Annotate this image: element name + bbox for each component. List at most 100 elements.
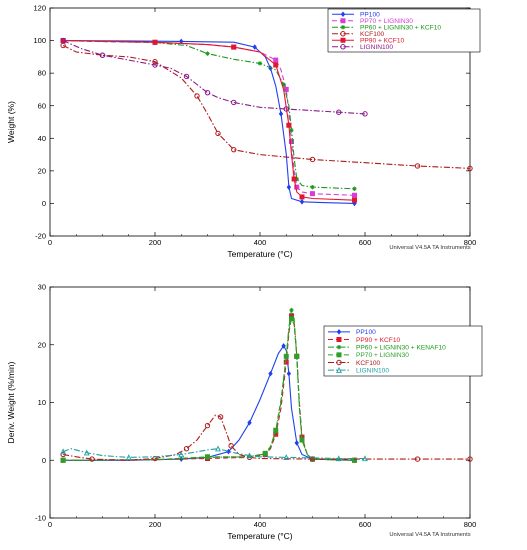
- data-point: [309, 156, 316, 163]
- data-point: [294, 176, 299, 182]
- y-tick-label: 0: [42, 199, 46, 208]
- data-point: [60, 451, 66, 458]
- data-point: [283, 353, 289, 359]
- legend-label: LIGNIN100: [360, 44, 393, 51]
- y-tick-label: 100: [33, 36, 46, 45]
- y-axis-label: Weight (%): [6, 101, 16, 143]
- data-point: [268, 370, 273, 377]
- legend-label: KCF100: [360, 31, 385, 38]
- x-tick-label: 400: [254, 238, 267, 247]
- data-point: [286, 370, 292, 377]
- data-point: [152, 59, 158, 65]
- data-point: [252, 44, 257, 50]
- data-point: [215, 445, 221, 452]
- y-tick-label: 20: [38, 340, 46, 349]
- x-tick-label: 800: [464, 238, 477, 247]
- data-point: [281, 82, 286, 87]
- legend-label: LIGNIN100: [356, 367, 389, 374]
- data-point: [99, 52, 106, 58]
- y-tick-label: 80: [38, 69, 46, 78]
- data-point: [246, 452, 253, 459]
- series-line: [62, 40, 366, 115]
- data-point: [125, 454, 132, 461]
- series-line: [63, 414, 470, 461]
- series-4: [60, 316, 357, 463]
- x-tick-label: 800: [464, 520, 477, 529]
- data-point: [286, 184, 292, 190]
- y-tick-label: 120: [33, 4, 46, 13]
- data-point: [294, 353, 300, 359]
- x-tick-label: 200: [149, 238, 162, 247]
- data-point: [289, 127, 294, 133]
- data-point: [294, 440, 299, 446]
- y-tick-label: 40: [38, 134, 46, 143]
- data-point: [226, 448, 231, 455]
- legend-marker: [340, 11, 346, 18]
- legend-marker: [340, 18, 346, 24]
- legend-marker: [336, 352, 342, 358]
- data-point: [467, 165, 473, 172]
- data-point: [281, 343, 286, 349]
- series-line: [63, 40, 355, 190]
- series-line: [62, 45, 471, 169]
- data-point: [299, 194, 305, 200]
- x-axis-label: Temperature (°C): [227, 531, 292, 541]
- data-point: [89, 456, 95, 462]
- legend-label: KCF100: [356, 360, 381, 367]
- instrument-credit: Universal V4.5A TA Instruments: [389, 532, 470, 538]
- data-point: [183, 446, 190, 452]
- data-point: [60, 448, 67, 455]
- x-tick-label: 0: [48, 238, 52, 247]
- data-point: [283, 106, 289, 112]
- data-point: [299, 199, 305, 205]
- legend-label: PP100: [356, 329, 376, 336]
- data-point: [273, 57, 279, 63]
- data-point: [179, 38, 184, 45]
- data-point: [336, 109, 342, 115]
- legend-marker: [340, 44, 346, 50]
- legend-box: [327, 8, 481, 53]
- series-6: [60, 37, 368, 117]
- data-point: [414, 163, 421, 169]
- data-point: [205, 454, 211, 460]
- data-point: [351, 192, 357, 198]
- legend-marker: [336, 359, 342, 366]
- data-point: [231, 44, 237, 50]
- legend-label: PP100: [360, 12, 380, 19]
- legend-marker: [336, 329, 342, 335]
- data-point: [60, 457, 66, 463]
- data-point: [204, 422, 211, 429]
- legend-label: PP70 + LIGNIN30: [356, 352, 409, 359]
- data-point: [194, 93, 200, 99]
- data-point: [286, 122, 292, 128]
- legend-box: [323, 325, 483, 377]
- data-point: [178, 451, 185, 458]
- data-point: [152, 39, 158, 45]
- data-point: [352, 186, 357, 191]
- data-point: [217, 414, 224, 420]
- y-tick-label: -10: [35, 514, 46, 523]
- legend-marker: [336, 344, 342, 350]
- data-point: [310, 184, 315, 190]
- data-point: [60, 37, 66, 44]
- instrument-credit: Universal V4.5A TA Instruments: [389, 245, 470, 251]
- legend-label: PP60 + LIGNIN30 + KENAF10: [356, 344, 446, 351]
- data-point: [273, 62, 279, 68]
- data-point: [309, 456, 316, 462]
- y-tick-label: 10: [38, 398, 46, 407]
- y-tick-label: -20: [35, 232, 46, 241]
- data-point: [352, 200, 357, 207]
- data-point: [362, 455, 368, 462]
- series-line: [62, 448, 365, 460]
- data-point: [278, 111, 284, 117]
- legend-label: PP70 + LIGNIN30: [360, 18, 413, 25]
- data-point: [228, 443, 234, 449]
- data-point: [231, 146, 237, 153]
- chart-weight: 0 200 400 600 800-20020406080100120Temperatu…: [6, 4, 481, 259]
- legend-marker: [340, 25, 346, 30]
- legend-marker: [340, 37, 346, 43]
